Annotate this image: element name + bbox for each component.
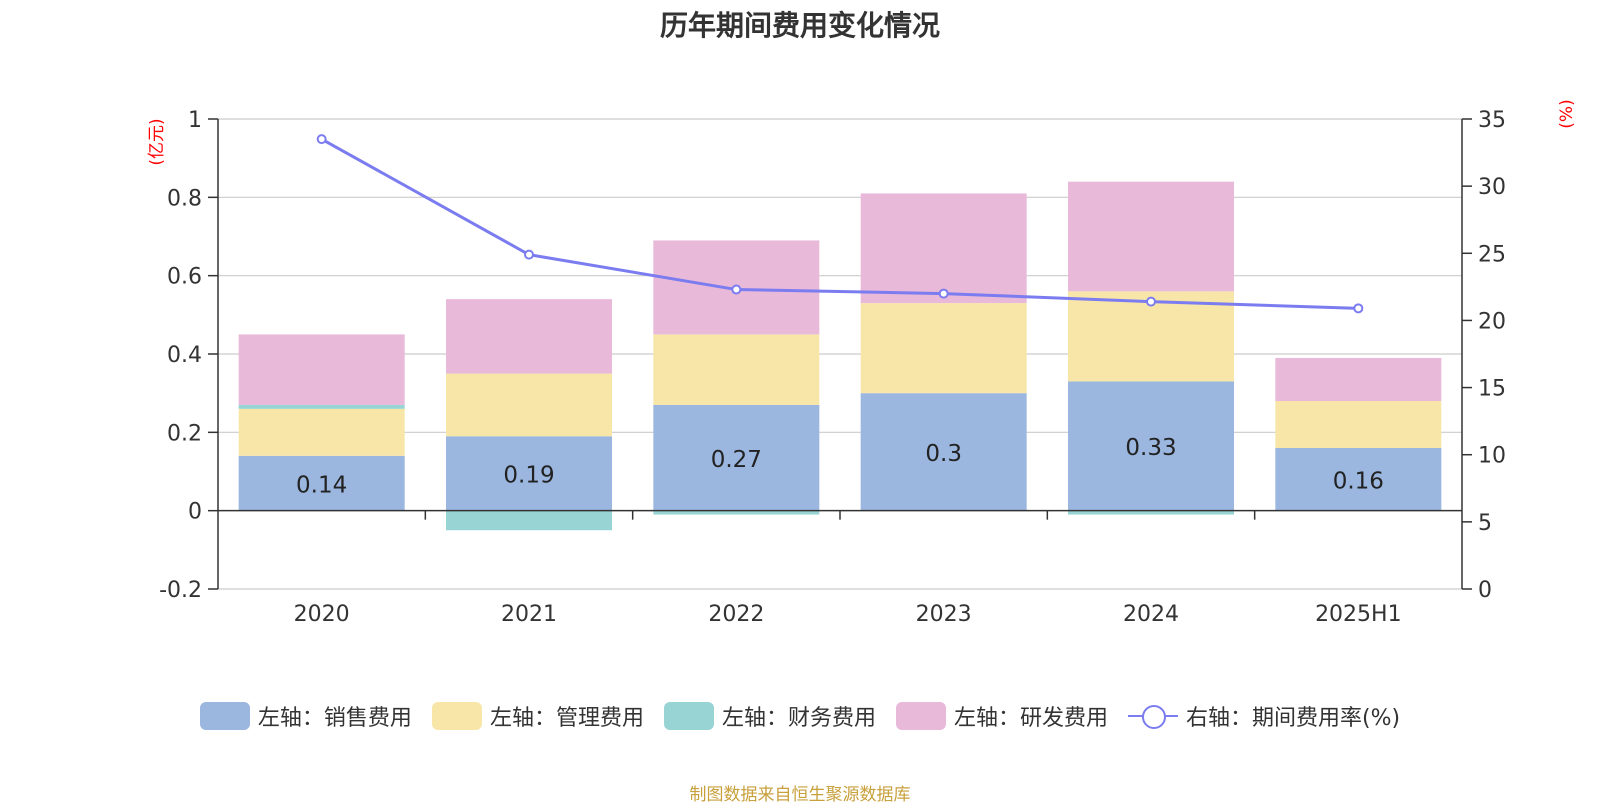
sales-data-label: 0.33	[1125, 435, 1176, 461]
legend-label-admin: 左轴：管理费用	[489, 706, 644, 731]
legend-swatch-rd	[895, 702, 946, 730]
legend-item-expense-ratio[interactable]: 右轴：期间费用率(%)	[1127, 700, 1401, 732]
bar-rd	[446, 299, 612, 374]
bar-rd	[1068, 181, 1234, 292]
right-axis-tick-label: 5	[1478, 511, 1492, 536]
sales-data-label: 0.14	[296, 472, 347, 498]
bar-sales	[446, 436, 612, 511]
bar-rd	[860, 193, 1027, 304]
expense-ratio-point	[316, 134, 327, 145]
bar-admin	[1275, 401, 1442, 448]
left-axis-tick-label: 0.8	[167, 186, 202, 211]
expense-ratio-point	[938, 288, 949, 299]
bar-admin	[238, 408, 405, 456]
legend-swatch-finance	[663, 702, 714, 730]
category-label: 2021	[501, 602, 557, 627]
legend-label-finance: 左轴：财务费用	[721, 706, 876, 731]
chart-title: 历年期间费用变化情况	[659, 9, 940, 42]
right-axis-tick-label: 10	[1478, 444, 1506, 469]
category-label: 2024	[1123, 602, 1179, 627]
category-label: 2023	[916, 602, 972, 627]
legend-swatch-admin	[431, 702, 482, 730]
expense-ratio-line	[320, 137, 1359, 310]
legend: 左轴：销售费用 左轴：管理费用 左轴：财务费用 左轴：研发费用 右轴：期间费用率…	[0, 700, 1600, 732]
left-axis-tick-label: 0.6	[167, 265, 202, 290]
bar-finance	[238, 404, 405, 409]
left-axis-tick-label: 0	[188, 500, 202, 525]
bar-finance	[1068, 510, 1234, 515]
bar-sales	[1068, 381, 1234, 511]
legend-swatch-expense-ratio	[1127, 702, 1178, 730]
category-label: 2025H1	[1315, 602, 1402, 627]
expense-ratio-point	[524, 249, 534, 260]
left-axis-tick-label: -0.2	[159, 578, 202, 603]
source-note: 制图数据来自恒生聚源数据库	[689, 785, 911, 805]
left-axis-tick-label: 1	[188, 108, 202, 133]
bar-finance	[653, 510, 820, 515]
legend-label-sales: 左轴：销售费用	[257, 706, 412, 731]
sales-data-label: 0.3	[925, 441, 962, 467]
legend-item-finance[interactable]: 左轴：财务费用	[663, 700, 876, 732]
bar-finance	[446, 510, 612, 531]
expense-ratio-point	[731, 284, 742, 295]
sales-data-label: 0.19	[503, 462, 554, 488]
right-axis-tick-label: 30	[1478, 175, 1506, 200]
bar-admin	[860, 303, 1027, 394]
sales-data-label: 0.27	[711, 447, 762, 473]
right-axis-tick-label: 15	[1478, 377, 1506, 402]
category-label: 2020	[294, 602, 350, 627]
legend-item-rd[interactable]: 左轴：研发费用	[895, 700, 1108, 732]
left-axis-unit: (亿元)	[147, 118, 167, 165]
legend-label-expense-ratio: 右轴：期间费用率(%)	[1185, 706, 1401, 731]
bar-rd	[238, 334, 405, 405]
bar-admin	[446, 373, 612, 437]
sales-data-label: 0.16	[1333, 468, 1384, 494]
right-axis-tick-label: 20	[1478, 309, 1506, 334]
right-axis-tick-label: 25	[1478, 242, 1506, 267]
expense-ratio-point	[1146, 296, 1156, 307]
bar-sales	[653, 404, 820, 511]
left-axis-tick-label: 0.4	[167, 343, 202, 368]
category-label: 2022	[708, 602, 764, 627]
right-axis-tick-label: 35	[1478, 108, 1506, 133]
bar-rd	[1275, 357, 1442, 401]
left-axis-tick-label: 0.2	[167, 421, 202, 446]
legend-item-sales[interactable]: 左轴：销售费用	[199, 700, 412, 732]
legend-item-admin[interactable]: 左轴：管理费用	[431, 700, 644, 732]
bar-admin	[653, 334, 820, 405]
bar-sales	[1275, 448, 1442, 511]
right-axis-unit: (%)	[1557, 99, 1577, 128]
right-axis-tick-label: 0	[1478, 578, 1492, 603]
legend-label-rd: 左轴：研发费用	[953, 706, 1108, 731]
bar-sales	[238, 455, 405, 511]
legend-swatch-sales	[199, 702, 250, 730]
bar-sales	[860, 393, 1027, 511]
expense-ratio-point	[1353, 303, 1364, 314]
